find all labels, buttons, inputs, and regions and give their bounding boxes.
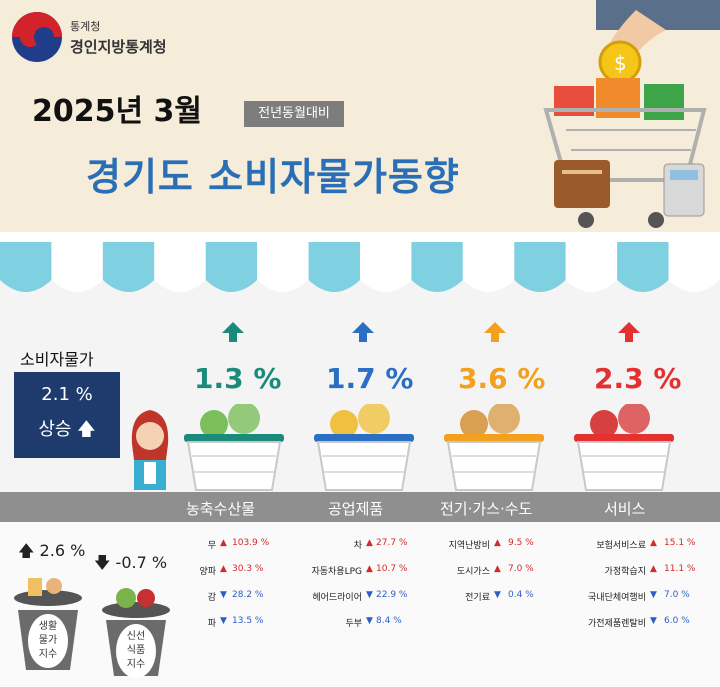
item-value: 27.7 % — [376, 538, 408, 548]
cpi-box: 2.1 % 상승 🡅 — [14, 372, 120, 458]
item-name: 헤어드라이어 — [312, 593, 362, 603]
baskets-row — [184, 404, 674, 491]
item-name: 자동차용LPG — [311, 567, 362, 577]
item-value: 6.0 % — [664, 616, 690, 626]
down-arrow-icon: ▼ — [650, 616, 657, 626]
up-arrow-icon: ▲ — [650, 538, 657, 548]
store-awning — [0, 232, 720, 292]
category-industrial: 공업제품 — [328, 500, 384, 518]
item-value: 9.5 % — [508, 538, 534, 548]
cpi-status-label: 상승 — [38, 419, 72, 440]
up-arrow-icon: ▲ — [494, 564, 501, 574]
svg-text:$: $ — [614, 51, 627, 75]
item-value: 22.9 % — [376, 590, 408, 600]
shopping-cart-illustration: $ — [543, 0, 720, 228]
item-name: 보험서비스료 — [596, 541, 646, 551]
up-arrow-icon — [484, 322, 506, 342]
category-agri: 농축수산물 — [186, 500, 256, 518]
category-bar — [0, 492, 720, 522]
item-value: 15.1 % — [664, 538, 696, 548]
org-name: 경인지방통계청 — [70, 38, 167, 56]
up-arrow-icon: ▲ — [220, 564, 227, 574]
up-arrow-icon — [618, 322, 640, 342]
up-arrow-icon: ▲ — [366, 538, 373, 548]
item-value: 13.5 % — [232, 616, 264, 626]
item-name: 양파 — [199, 567, 216, 577]
down-arrow-icon: ▼ — [220, 590, 227, 600]
basket-2 — [444, 404, 544, 491]
item-value: 0.4 % — [508, 590, 534, 600]
basket-3 — [574, 404, 674, 491]
item-name: 무 — [207, 541, 216, 551]
item-name: 국내단체여행비 — [588, 593, 646, 603]
item-value: 7.0 % — [508, 564, 534, 574]
category-utility: 전기·가스·수도 — [440, 500, 533, 518]
item-value: 10.7 % — [376, 564, 408, 574]
category-pct-3: 2.3 % — [594, 362, 682, 395]
category-pct-2: 3.6 % — [458, 362, 546, 395]
down-arrow-icon: ▼ — [366, 616, 373, 626]
basket-0 — [184, 404, 284, 491]
fresh-index-value: 🡇 -0.7 % — [94, 552, 167, 579]
up-arrow-icon: ▲ — [366, 564, 373, 574]
cpi-status: 상승 🡅 — [14, 415, 120, 447]
item-value: 7.0 % — [664, 590, 690, 600]
living-index-pct: 2.6 % — [39, 541, 86, 560]
down-arrow-icon: ▼ — [220, 616, 227, 626]
item-name: 가정학습지 — [604, 567, 646, 577]
up-arrow-icon: ▲ — [494, 538, 501, 548]
living-index-value: 🡅 2.6 % — [18, 540, 85, 567]
item-value: 103.9 % — [232, 538, 270, 548]
down-arrow-icon: ▼ — [650, 590, 657, 600]
org-small-label: 통계청 — [70, 20, 101, 33]
up-arrow-icon: ▲ — [650, 564, 657, 574]
item-value: 30.3 % — [232, 564, 264, 574]
item-value: 8.4 % — [376, 616, 402, 626]
report-date: 2025년 3월 — [32, 94, 203, 129]
category-pct-0: 1.3 % — [194, 362, 282, 395]
living-index-label: 생활 물가 지수 — [28, 614, 68, 668]
cpi-value: 2.1 % — [41, 384, 93, 405]
item-name: 도시가스 — [456, 567, 490, 577]
item-value: 28.2 % — [232, 590, 264, 600]
cpi-label: 소비자물가 — [20, 350, 94, 369]
item-name: 차 — [353, 541, 362, 551]
item-name: 감 — [207, 593, 216, 603]
up-arrow-icon — [352, 322, 374, 342]
up-arrow-icon: 🡅 — [77, 419, 96, 440]
up-arrow-icon: 🡅 — [18, 541, 35, 560]
category-pct-1: 1.7 % — [326, 362, 414, 395]
yoy-badge: 전년동월대비 — [244, 101, 344, 127]
fresh-index-pct: -0.7 % — [115, 553, 168, 572]
item-name: 두부 — [345, 619, 362, 629]
item-name: 파 — [207, 619, 216, 629]
down-arrow-icon: ▼ — [366, 590, 373, 600]
down-arrow-icon: 🡇 — [94, 553, 111, 572]
down-arrow-icon: ▼ — [494, 590, 501, 600]
up-arrow-icon: ▲ — [220, 538, 227, 548]
up-arrow-icon — [222, 322, 244, 342]
vendor-avatar — [131, 410, 169, 490]
item-value: 11.1 % — [664, 564, 696, 574]
category-service: 서비스 — [604, 500, 646, 518]
government-logo — [12, 12, 62, 62]
item-name: 지역난방비 — [448, 541, 490, 551]
page-title: 경기도 소비자물가동향 — [86, 155, 460, 199]
basket-1 — [314, 404, 414, 491]
item-name: 가전제품렌탈비 — [588, 619, 646, 629]
fresh-index-label: 신선 식품 지수 — [116, 624, 156, 678]
item-name: 전기료 — [465, 593, 490, 603]
